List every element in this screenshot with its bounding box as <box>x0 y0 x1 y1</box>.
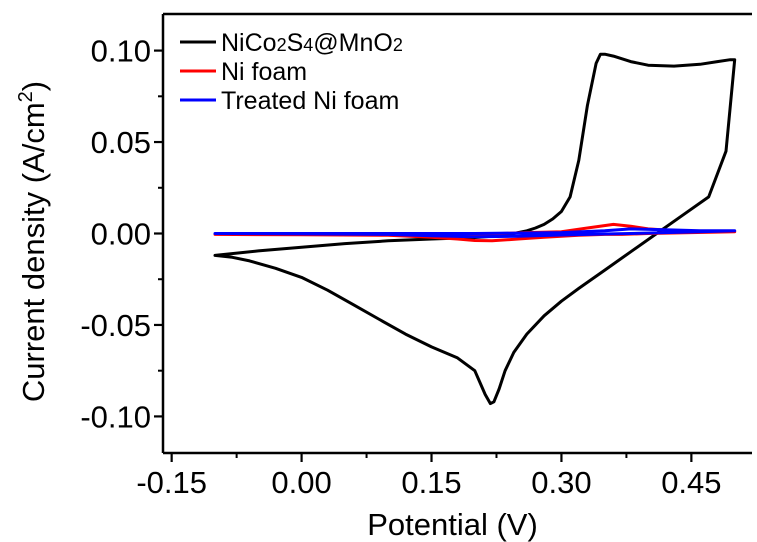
y-axis-title: Current density (A/cm2) <box>15 81 51 402</box>
y-tick-label: 0.05 <box>91 125 151 160</box>
x-tick-label: 0.00 <box>271 465 331 500</box>
legend-label-2: Treated Ni foam <box>221 87 399 115</box>
axis-labels: Potential (V) Current density (A/cm2) <box>15 81 538 542</box>
x-tick-label: 0.45 <box>661 465 721 500</box>
x-axis-title: Potential (V) <box>367 507 538 542</box>
y-tick-label: 0.00 <box>91 217 151 252</box>
legend-label-1: Ni foam <box>221 58 307 86</box>
series-line-2 <box>213 227 737 239</box>
y-tick-label: -0.10 <box>80 399 151 434</box>
x-tick-label: -0.15 <box>136 465 207 500</box>
x-tick-label: 0.15 <box>401 465 461 500</box>
legend-label-0: NiCo2S4@MnO2 <box>221 29 403 57</box>
y-tick-label: -0.05 <box>80 308 151 343</box>
x-tick-label: 0.30 <box>531 465 591 500</box>
y-tick-label: 0.10 <box>91 34 151 69</box>
axis-ticks: -0.15 0.00 0.15 0.30 0.45 -0.10 -0.05 0.00 0.05 0… <box>80 34 721 500</box>
series-layer <box>213 52 737 406</box>
